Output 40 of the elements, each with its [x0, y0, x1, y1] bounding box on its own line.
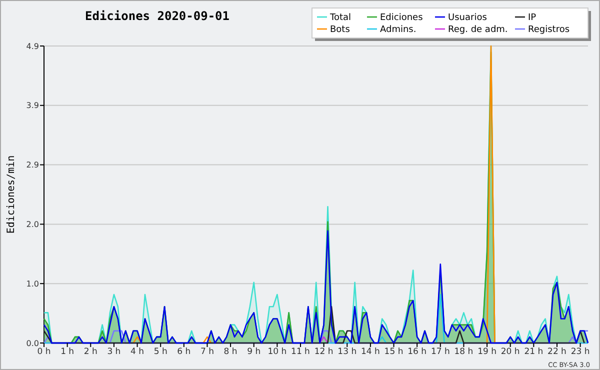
- x-tick-label: 8 h: [224, 347, 238, 357]
- y-tick-label: 1.0: [26, 279, 39, 288]
- legend-label: Registros: [528, 25, 570, 36]
- x-tick-label: 13 h: [338, 347, 357, 357]
- legend-label: IP: [528, 13, 537, 24]
- legend-label: Ediciones: [380, 13, 424, 24]
- legend-label: Admins.: [380, 25, 416, 36]
- x-tick-label: 0 h: [37, 347, 51, 357]
- x-tick-label: 21 h: [524, 347, 544, 357]
- legend-label: Usuarios: [448, 13, 488, 24]
- x-tick-label: 10 h: [268, 347, 287, 357]
- legend-label: Total: [329, 13, 352, 24]
- x-tick-label: 23 h: [570, 347, 590, 357]
- y-tick-label: 2.9: [26, 160, 39, 170]
- y-tick-label: 2.0: [26, 220, 39, 229]
- y-tick-label: 0.0: [26, 338, 39, 348]
- x-tick-label: 1 h: [60, 347, 74, 357]
- x-tick-label: 3 h: [107, 347, 121, 357]
- legend-label: Reg. de adm.: [448, 25, 508, 36]
- x-tick-label: 6 h: [177, 347, 191, 357]
- x-tick-label: 14 h: [360, 347, 380, 357]
- x-tick-label: 16 h: [408, 347, 427, 357]
- y-tick-label: 4.9: [26, 42, 39, 51]
- x-tick-label: 9 h: [247, 347, 261, 357]
- x-tick-label: 7 h: [200, 347, 214, 357]
- x-tick-label: 17 h: [430, 347, 450, 357]
- x-tick-label: 20 h: [500, 347, 520, 357]
- x-tick-label: 12 h: [314, 347, 334, 357]
- x-tick-label: 5 h: [154, 347, 168, 357]
- y-tick-label: 3.9: [26, 101, 39, 110]
- chart-title: Ediciones 2020-09-01: [85, 9, 230, 23]
- y-axis-title: Ediciones/min: [6, 155, 17, 234]
- x-tick-label: 4 h: [130, 347, 144, 357]
- x-tick-label: 22 h: [548, 347, 566, 357]
- x-tick-label: 18 h: [454, 347, 474, 357]
- x-tick-label: 2 h: [84, 347, 98, 357]
- legend-label: Bots: [330, 25, 350, 36]
- x-tick-label: 11 h: [291, 347, 310, 357]
- x-tick-label: 19 h: [478, 347, 496, 357]
- x-tick-label: 15 h: [384, 347, 404, 357]
